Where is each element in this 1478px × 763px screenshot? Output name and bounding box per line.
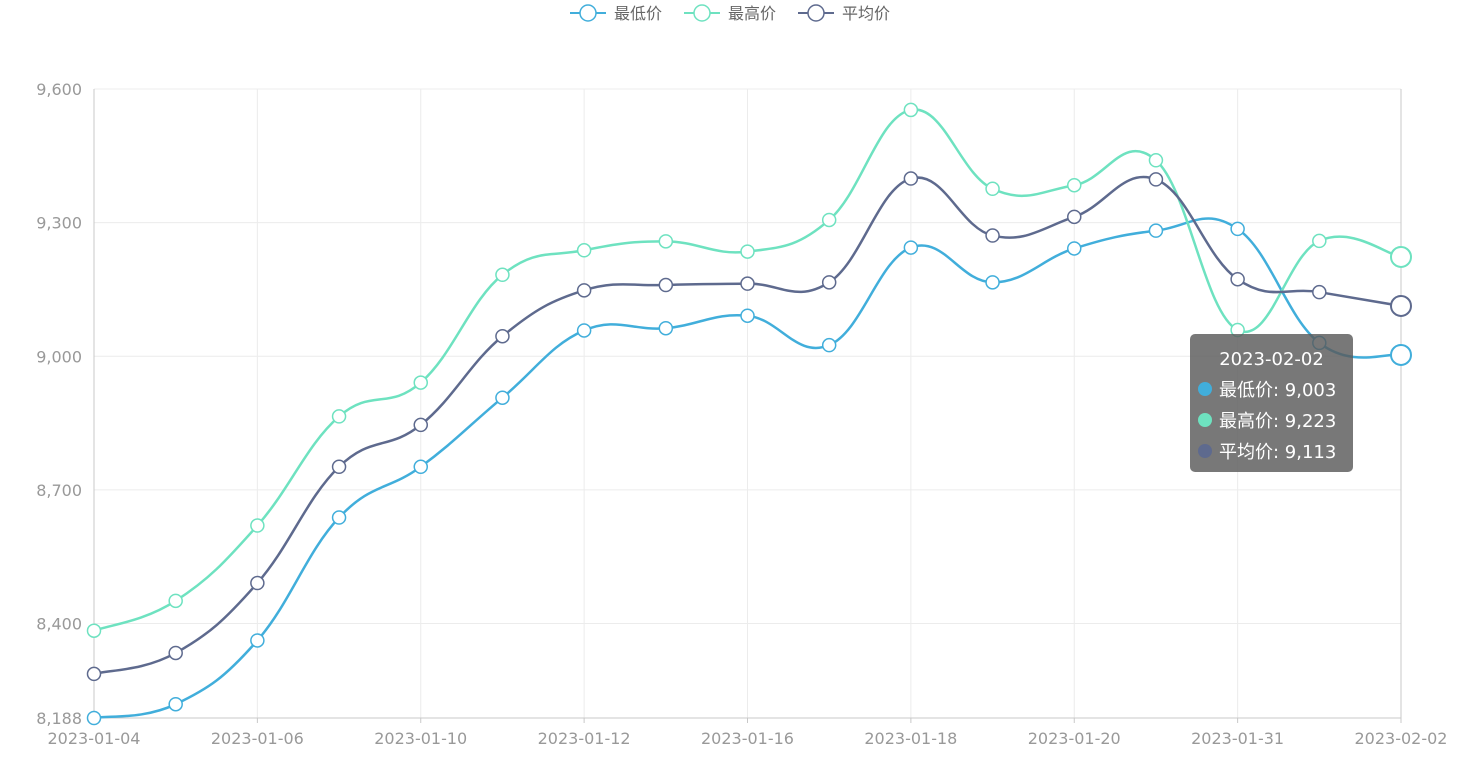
tooltip-series-dot	[1198, 382, 1212, 396]
tooltip-series-dot	[1198, 413, 1212, 427]
x-tick-label: 2023-01-06	[211, 729, 304, 748]
data-point[interactable]	[495, 390, 510, 405]
tooltip-row-label: 最低价: 9,003	[1219, 380, 1336, 401]
data-point[interactable]	[413, 459, 428, 475]
legend-label: 最高价	[728, 4, 776, 23]
data-point[interactable]	[1148, 153, 1164, 168]
data-point[interactable]	[168, 645, 183, 661]
data-points	[86, 102, 1412, 726]
data-point[interactable]	[86, 666, 102, 682]
data-point[interactable]	[1390, 294, 1412, 317]
data-point[interactable]	[250, 518, 265, 533]
data-point[interactable]	[903, 171, 919, 186]
legend-item[interactable]: 平均价	[798, 4, 890, 23]
tooltip-row-label: 平均价: 9,113	[1219, 442, 1336, 463]
data-point[interactable]	[168, 593, 183, 609]
data-point[interactable]	[1230, 271, 1245, 287]
data-point[interactable]	[740, 308, 755, 323]
axes: 9,600 9,300 9,000 8,700 8,400 8,1882023-01-04…	[36, 80, 1447, 748]
data-point[interactable]	[1148, 223, 1164, 238]
data-point[interactable]	[1230, 221, 1245, 237]
data-point[interactable]	[331, 510, 347, 525]
legend-marker-icon	[693, 4, 711, 22]
legend-marker-icon	[579, 4, 597, 22]
data-point[interactable]	[576, 323, 592, 338]
legend-label: 平均价	[842, 4, 890, 23]
data-point[interactable]	[740, 276, 755, 291]
data-point[interactable]	[331, 459, 347, 475]
data-point[interactable]	[413, 375, 428, 390]
data-point[interactable]	[1390, 245, 1412, 268]
data-point[interactable]	[331, 409, 347, 424]
data-point[interactable]	[985, 275, 1000, 290]
tooltip-series-dot	[1198, 444, 1212, 458]
tooltip-title: 2023-02-02	[1219, 349, 1324, 370]
data-point[interactable]	[985, 181, 1000, 197]
tooltip-background	[1190, 334, 1353, 472]
y-tick-label: 9,600	[36, 80, 82, 99]
y-tick-label: 9,000	[36, 347, 82, 366]
x-tick-label: 2023-01-20	[1028, 729, 1121, 748]
y-tick-label: 9,300	[36, 214, 82, 233]
data-point[interactable]	[576, 243, 592, 258]
legend-label: 最低价	[614, 4, 662, 23]
data-point[interactable]	[495, 328, 510, 344]
x-tick-label: 2023-01-10	[374, 729, 467, 748]
y-tick-label: 8,700	[36, 481, 82, 500]
data-point[interactable]	[821, 212, 837, 228]
x-tick-label: 2023-01-12	[538, 729, 631, 748]
y-tick-label: 8,188	[36, 709, 82, 728]
data-point[interactable]	[1067, 209, 1082, 225]
legend-marker-icon	[807, 4, 825, 22]
data-point[interactable]	[658, 234, 674, 249]
data-point[interactable]	[740, 244, 755, 259]
tooltip-box: 2023-02-02 最低价: 9,003 最高价: 9,223 平均价: 9,113	[1190, 334, 1353, 472]
data-point[interactable]	[1067, 241, 1082, 256]
data-point[interactable]	[1390, 343, 1412, 366]
data-point[interactable]	[658, 277, 674, 293]
data-point[interactable]	[250, 575, 265, 591]
data-point[interactable]	[86, 623, 102, 638]
data-point[interactable]	[1312, 233, 1327, 249]
data-point[interactable]	[903, 102, 919, 118]
x-tick-label: 2023-01-18	[864, 729, 957, 748]
data-point[interactable]	[1067, 177, 1082, 193]
legend: 最低价 最高价 平均价	[570, 4, 890, 23]
data-point[interactable]	[495, 267, 510, 283]
data-point[interactable]	[658, 320, 674, 336]
legend-item[interactable]: 最高价	[684, 4, 776, 23]
data-point[interactable]	[576, 283, 592, 298]
data-point[interactable]	[821, 337, 837, 353]
data-point[interactable]	[168, 696, 183, 712]
x-tick-label: 2023-02-02	[1355, 729, 1448, 748]
x-tick-label: 2023-01-04	[48, 729, 141, 748]
series-line	[93, 108, 1402, 632]
data-point[interactable]	[413, 417, 428, 433]
data-point[interactable]	[821, 275, 837, 290]
data-point[interactable]	[86, 710, 102, 726]
legend-item[interactable]: 最低价	[570, 4, 662, 23]
data-point[interactable]	[250, 633, 265, 648]
y-tick-label: 8,400	[36, 615, 82, 634]
x-tick-label: 2023-01-31	[1191, 729, 1284, 748]
data-point[interactable]	[903, 240, 919, 255]
x-tick-label: 2023-01-16	[701, 729, 794, 748]
tooltip-row-label: 最高价: 9,223	[1219, 411, 1336, 432]
tooltip: 2023-02-02 最低价: 9,003 最高价: 9,223 平均价: 9,113	[1190, 334, 1353, 472]
data-point[interactable]	[1148, 172, 1164, 187]
data-point[interactable]	[985, 228, 1000, 243]
data-point[interactable]	[1312, 284, 1327, 300]
